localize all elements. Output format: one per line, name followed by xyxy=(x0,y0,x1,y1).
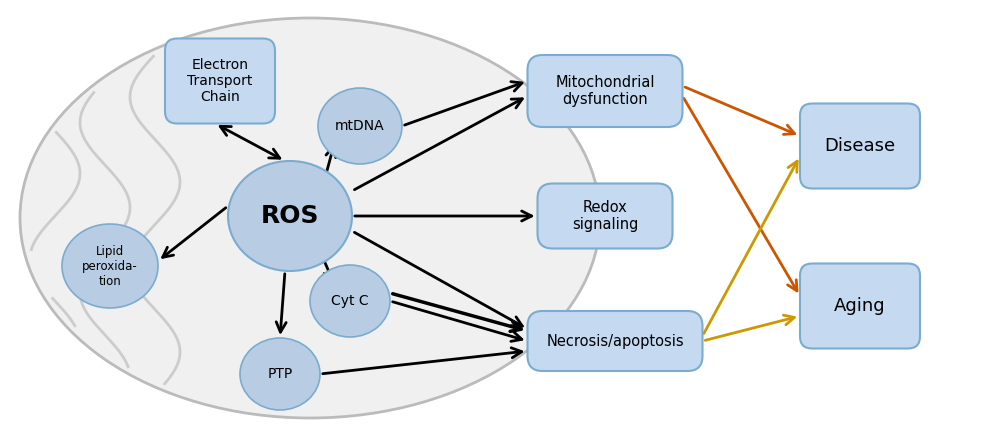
Ellipse shape xyxy=(62,224,158,308)
Text: Aging: Aging xyxy=(834,297,886,315)
Text: ROS: ROS xyxy=(261,204,319,228)
Ellipse shape xyxy=(20,18,600,418)
FancyBboxPatch shape xyxy=(800,103,920,188)
Text: Mitochondrial
dysfunction: Mitochondrial dysfunction xyxy=(555,75,655,107)
FancyBboxPatch shape xyxy=(800,263,920,348)
Text: Lipid
peroxida-
tion: Lipid peroxida- tion xyxy=(82,245,138,287)
Text: Cyt C: Cyt C xyxy=(331,294,369,308)
FancyBboxPatch shape xyxy=(165,38,275,123)
FancyBboxPatch shape xyxy=(528,311,702,371)
Text: mtDNA: mtDNA xyxy=(335,119,385,133)
Text: Redox
signaling: Redox signaling xyxy=(572,200,638,232)
Text: Necrosis/apoptosis: Necrosis/apoptosis xyxy=(546,334,684,348)
Ellipse shape xyxy=(318,88,402,164)
Ellipse shape xyxy=(310,265,390,337)
Text: Electron
Transport
Chain: Electron Transport Chain xyxy=(187,58,253,104)
Ellipse shape xyxy=(240,338,320,410)
Text: PTP: PTP xyxy=(267,367,293,381)
Text: Disease: Disease xyxy=(824,137,896,155)
Ellipse shape xyxy=(228,161,352,271)
FancyBboxPatch shape xyxy=(528,55,682,127)
FancyBboxPatch shape xyxy=(538,184,672,249)
